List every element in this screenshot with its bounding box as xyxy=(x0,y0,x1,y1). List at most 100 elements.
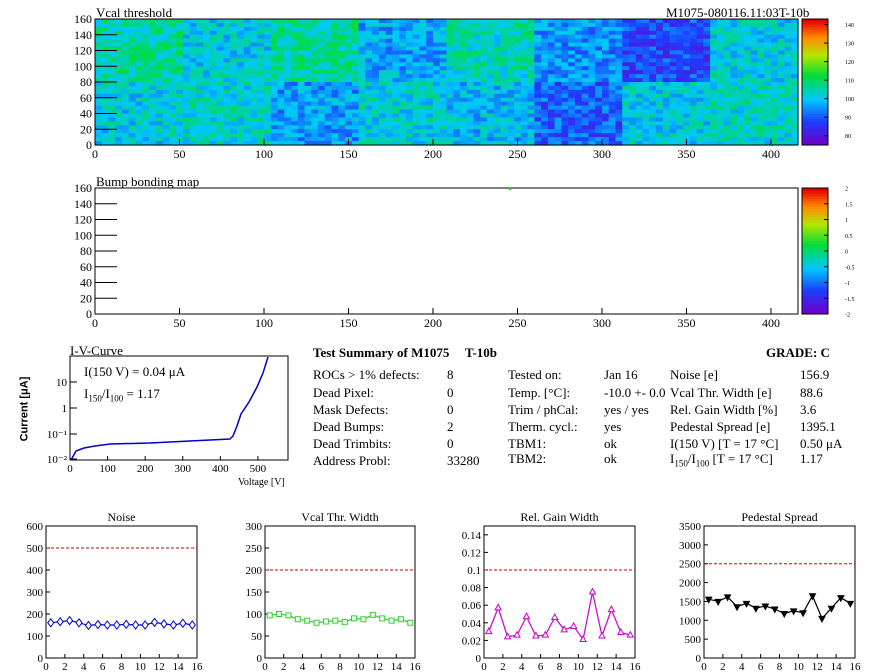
ratio-label-sub2: 100 xyxy=(695,458,710,469)
summary-xtick-label: 6 xyxy=(100,661,106,672)
series-line xyxy=(50,619,193,627)
summary-xtick-label: 16 xyxy=(630,661,642,672)
summary-chart-title: Vcal Thr. Width xyxy=(301,510,378,524)
vcal-ytick-label: 160 xyxy=(74,12,92,26)
iv-xtick-label: 300 xyxy=(175,463,192,475)
data-point xyxy=(560,625,569,633)
summary-ytick-label: 50 xyxy=(251,631,263,643)
ratio-label-a: I xyxy=(670,451,675,466)
vcal-map-title: Vcal threshold xyxy=(96,5,173,20)
bump-ztick-label: 0.5 xyxy=(845,234,853,240)
result-label: Noise [e] xyxy=(670,367,719,382)
series-line xyxy=(708,594,851,620)
condition-label: Temp. [°C]: xyxy=(508,385,571,400)
bump-dot xyxy=(508,187,512,191)
summary-xtick-label: 14 xyxy=(611,661,623,672)
defect-label: Dead Trimbits: xyxy=(313,436,392,451)
ratio-label: I150/I100 [T = 17 °C] xyxy=(670,451,773,469)
summary-xtick-label: 12 xyxy=(154,661,165,672)
summary-ytick-label: 200 xyxy=(27,609,44,621)
bump-ztick-label: -0.5 xyxy=(845,265,855,271)
summary-chart-title: Rel. Gain Width xyxy=(520,510,598,524)
data-point xyxy=(522,612,531,620)
data-point xyxy=(313,619,320,626)
iv-ytick-label: 1 xyxy=(62,403,68,415)
data-point xyxy=(294,616,301,623)
bump-xtick-label: 400 xyxy=(762,316,780,330)
data-point xyxy=(169,620,178,630)
defect-label: Mask Defects: xyxy=(313,402,389,417)
data-point xyxy=(569,621,578,629)
summary-ytick-label: 1500 xyxy=(679,596,702,608)
summary-xtick-label: 4 xyxy=(739,661,745,672)
summary-ytick-label: 200 xyxy=(246,565,263,577)
condition-value: ok xyxy=(604,436,617,451)
data-point xyxy=(818,615,826,623)
series-line xyxy=(269,613,411,624)
result-label: Pedestal Spread [e] xyxy=(670,419,771,434)
bump-ztick-label: 2 xyxy=(845,187,848,193)
grade-label: GRADE: C xyxy=(766,345,830,360)
vcal-ytick-label: 120 xyxy=(74,44,92,58)
defect-label: Address Probl: xyxy=(313,453,391,468)
summary-xtick-label: 8 xyxy=(119,661,125,672)
vcal-ytick-label: 20 xyxy=(80,122,92,136)
summary-xtick-label: 12 xyxy=(812,661,823,672)
summary-xtick-label: 2 xyxy=(500,661,506,672)
data-point xyxy=(532,631,540,639)
data-point xyxy=(494,603,502,611)
data-point xyxy=(598,631,606,639)
summary-ytick-label: 500 xyxy=(27,543,44,555)
summary-ytick-label: 0.04 xyxy=(462,618,482,630)
vcal-xtick-label: 400 xyxy=(762,147,780,161)
summary-chart-2: Vcal Thr. Width 0 50 100 150 200 250 300 0 2 4 6 8 10… xyxy=(246,510,422,672)
condition-value: -10.0 +- 0.0 xyxy=(604,385,666,400)
iv-xtick-label: 400 xyxy=(212,463,229,475)
vcal-ztick-label: 110 xyxy=(845,79,854,85)
data-point xyxy=(65,615,74,626)
condition-label: Tested on: xyxy=(508,367,562,382)
summary-ytick-label: 0.08 xyxy=(462,583,482,595)
summary-xtick-label: 8 xyxy=(777,661,783,672)
summary-chart-4: Pedestal Spread 0 500 1000 1500 2000 2500 3000 3… xyxy=(679,510,861,672)
vcal-ztick-label: 100 xyxy=(845,97,854,103)
summary-ytick-label: 0.14 xyxy=(462,530,482,542)
bump-ztick-label: -1.5 xyxy=(845,297,855,303)
data-point xyxy=(141,620,149,630)
data-point xyxy=(304,617,311,624)
iv-annotation-2-a: I xyxy=(84,386,89,401)
data-point xyxy=(160,619,168,629)
data-point xyxy=(733,604,741,612)
summary-xtick-label: 6 xyxy=(538,661,544,672)
bump-ztick-label: -2 xyxy=(845,313,850,319)
summary-chart-3: Rel. Gain Width 0 0.02 0.04 0.06 0.08 0.1 0.12 0… xyxy=(462,510,641,672)
summary-xtick-label: 10 xyxy=(793,661,805,672)
defect-value: 33280 xyxy=(447,453,480,468)
summary-ytick-label: 0 xyxy=(257,653,263,665)
condition-value: Jan 16 xyxy=(604,367,638,382)
bump-ztick-label: 1.5 xyxy=(845,202,853,208)
summary-ytick-label: 500 xyxy=(685,634,702,646)
summary-xtick-label: 4 xyxy=(519,661,525,672)
bump-xtick-label: 200 xyxy=(424,316,442,330)
iv-ytick-label: 10 xyxy=(56,377,68,389)
summary-xtick-label: 2 xyxy=(62,661,68,672)
vcal-ytick-label: 100 xyxy=(74,59,92,73)
data-point xyxy=(47,617,55,628)
summary-ytick-label: 3500 xyxy=(679,521,702,533)
defect-value: 0 xyxy=(447,436,454,451)
data-point xyxy=(742,600,751,608)
data-point xyxy=(827,605,836,613)
summary-ytick-label: 300 xyxy=(27,587,44,599)
data-point xyxy=(56,616,64,627)
result-value: 0.50 μA xyxy=(800,436,843,451)
iv-annotation-2: I150/I100 = 1.17 xyxy=(84,386,160,404)
vcal-ztick-label: 120 xyxy=(845,60,854,66)
ratio-label-sub1: 150 xyxy=(674,458,688,469)
data-point xyxy=(503,632,512,640)
vcal-xtick-label: 0 xyxy=(92,147,98,161)
summary-xtick-label: 0 xyxy=(262,661,268,672)
bump-xtick-label: 150 xyxy=(339,316,357,330)
vcal-ztick-label: 140 xyxy=(845,23,854,29)
data-point xyxy=(369,611,376,618)
